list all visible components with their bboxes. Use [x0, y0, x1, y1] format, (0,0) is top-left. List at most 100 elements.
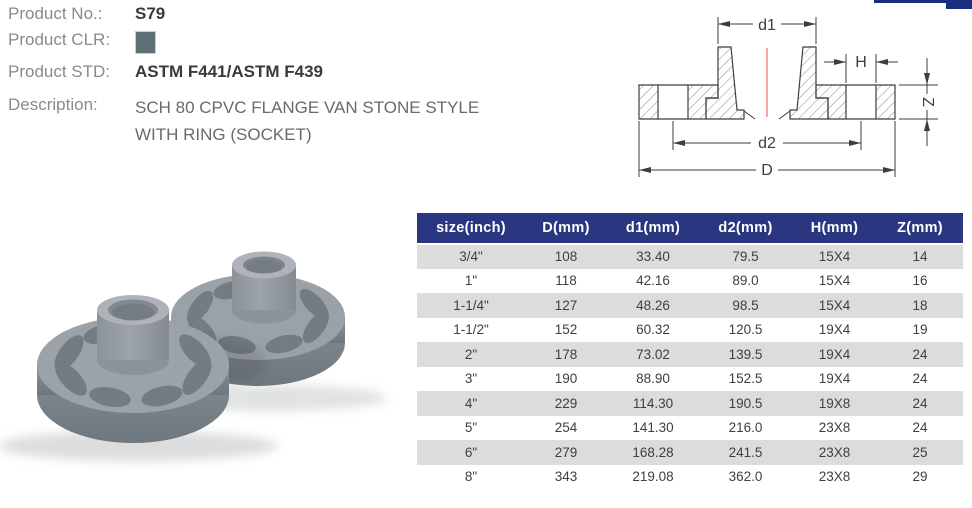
spec-cell: 25 — [912, 444, 928, 460]
spec-cell: 190 — [554, 371, 578, 387]
dim-label-h: H — [855, 54, 867, 71]
shadow-front — [0, 431, 278, 461]
spec-cell: 229 — [554, 395, 578, 411]
table-row: 3" 190 88.90 152.5 19X4 24 — [417, 366, 963, 391]
spec-cell: 3" — [464, 371, 478, 387]
spec-cell: 118 — [555, 273, 577, 289]
spec-cell: 19X4 — [818, 346, 851, 362]
product-clr-row: Product CLR: — [8, 29, 156, 54]
spec-col-header: H(mm) — [792, 213, 877, 245]
table-row: 3/4" 108 33.40 79.5 15X4 14 — [417, 244, 963, 269]
spec-cell: 108 — [554, 249, 578, 265]
spec-cell: 279 — [554, 444, 578, 460]
spec-cell: 5" — [464, 420, 478, 436]
top-accent-block — [946, 0, 972, 9]
spec-col-header: Z(mm) — [877, 213, 963, 245]
spec-cell: 254 — [554, 420, 578, 436]
product-no-row: Product No.: S79 — [8, 3, 165, 25]
spec-cell: 8" — [464, 469, 478, 485]
spec-cell: 79.5 — [732, 249, 759, 265]
top-accent-line — [874, 0, 946, 3]
flange-back — [171, 251, 345, 386]
dim-label-d2: d2 — [758, 135, 776, 152]
spec-cell: 15X4 — [818, 297, 851, 313]
spec-cell: 29 — [912, 469, 928, 485]
product-desc-value: SCH 80 CPVC FLANGE VAN STONE STYLE WITH … — [135, 98, 480, 144]
spec-cell: 4" — [464, 395, 478, 411]
spec-cell: 2" — [464, 346, 478, 362]
spec-cell: 48.26 — [636, 297, 670, 313]
spec-cell: 19X8 — [818, 395, 851, 411]
dim-label-d1: d1 — [758, 17, 776, 34]
spec-cell: 6" — [464, 444, 478, 460]
table-row: 1-1/2" 152 60.32 120.5 19X4 19 — [417, 317, 963, 342]
spec-cell: 14 — [912, 249, 928, 265]
spec-cell: 24 — [912, 420, 928, 436]
spec-cell: 168.28 — [632, 444, 674, 460]
spec-cell: 18 — [912, 297, 928, 313]
spec-cell: 120.5 — [728, 322, 763, 338]
spec-cell: 241.5 — [728, 444, 763, 460]
spec-cell: 19X4 — [818, 322, 851, 338]
spec-cell: 23X8 — [818, 469, 851, 485]
spec-cell: 3/4" — [459, 249, 483, 265]
spec-cell: 16 — [912, 273, 928, 289]
spec-cell: 1-1/4" — [453, 297, 489, 313]
table-row: 5" 254 141.30 216.0 23X8 24 — [417, 415, 963, 440]
product-std-row: Product STD: ASTM F441/ASTM F439 — [8, 61, 323, 83]
spec-cell: 24 — [912, 395, 928, 411]
spec-cell: 98.5 — [732, 297, 759, 313]
spec-table-header-row: size(inch) D(mm) d1(mm) d2(mm) H(mm) Z(mm) — [417, 213, 963, 245]
spec-cell: 23X8 — [818, 420, 851, 436]
flange-front — [37, 295, 229, 443]
spec-cell: 42.16 — [636, 273, 670, 289]
spec-cell: 362.0 — [728, 469, 763, 485]
product-clr-label: Product CLR: — [8, 30, 111, 49]
flange-cross-section-diagram: d1 H Z d2 D — [610, 0, 972, 200]
table-row: 4" 229 114.30 190.5 19X8 24 — [417, 391, 963, 416]
product-no-label: Product No.: — [8, 4, 103, 23]
spec-col-header: D(mm) — [525, 213, 607, 245]
spec-cell: 15X4 — [818, 249, 851, 265]
dim-label-d: D — [761, 162, 773, 179]
spec-cell: 60.32 — [636, 322, 670, 338]
spec-cell: 190.5 — [728, 395, 763, 411]
spec-cell: 23X8 — [818, 444, 851, 460]
spec-cell: 114.30 — [632, 395, 674, 411]
spec-cell: 127 — [554, 297, 578, 313]
spec-col-header: size(inch) — [417, 213, 525, 245]
spec-cell: 152 — [554, 322, 578, 338]
dim-label-z: Z — [919, 97, 936, 107]
spec-cell: 152.5 — [728, 371, 763, 387]
spec-col-header: d2(mm) — [699, 213, 792, 245]
product-no-value: S79 — [135, 4, 166, 23]
spec-cell: 24 — [912, 371, 928, 387]
product-color-swatch — [135, 31, 156, 54]
spec-table: size(inch) D(mm) d1(mm) d2(mm) H(mm) Z(mm) 3/… — [417, 213, 963, 489]
spec-cell: 33.40 — [636, 249, 670, 265]
product-std-value: ASTM F441/ASTM F439 — [135, 62, 323, 81]
table-row: 1-1/4" 127 48.26 98.5 15X4 18 — [417, 293, 963, 318]
spec-cell: 1" — [464, 273, 478, 289]
spec-cell: 73.02 — [636, 346, 670, 362]
spec-cell: 1-1/2" — [453, 322, 489, 338]
product-desc-row: Description: SCH 80 CPVC FLANGE VAN STON… — [8, 94, 520, 148]
spec-cell: 219.08 — [632, 469, 674, 485]
spec-cell: 24 — [912, 346, 928, 362]
product-photo — [0, 232, 424, 503]
table-row: 8" 343 219.08 362.0 23X8 29 — [417, 464, 963, 489]
spec-cell: 141.30 — [632, 420, 674, 436]
table-row: 1" 118 42.16 89.0 15X4 16 — [417, 268, 963, 293]
table-row: 2" 178 73.02 139.5 19X4 24 — [417, 342, 963, 367]
spec-cell: 15X4 — [818, 273, 851, 289]
table-row: 6" 279 168.28 241.5 23X8 25 — [417, 440, 963, 465]
spec-cell: 178 — [554, 346, 578, 362]
spec-cell: 88.90 — [636, 371, 670, 387]
product-desc-label: Description: — [8, 95, 98, 114]
spec-cell: 19X4 — [818, 371, 851, 387]
product-std-label: Product STD: — [8, 62, 111, 81]
spec-cell: 89.0 — [732, 273, 759, 289]
spec-cell: 139.5 — [728, 346, 763, 362]
spec-col-header: d1(mm) — [607, 213, 699, 245]
spec-cell: 343 — [554, 469, 578, 485]
